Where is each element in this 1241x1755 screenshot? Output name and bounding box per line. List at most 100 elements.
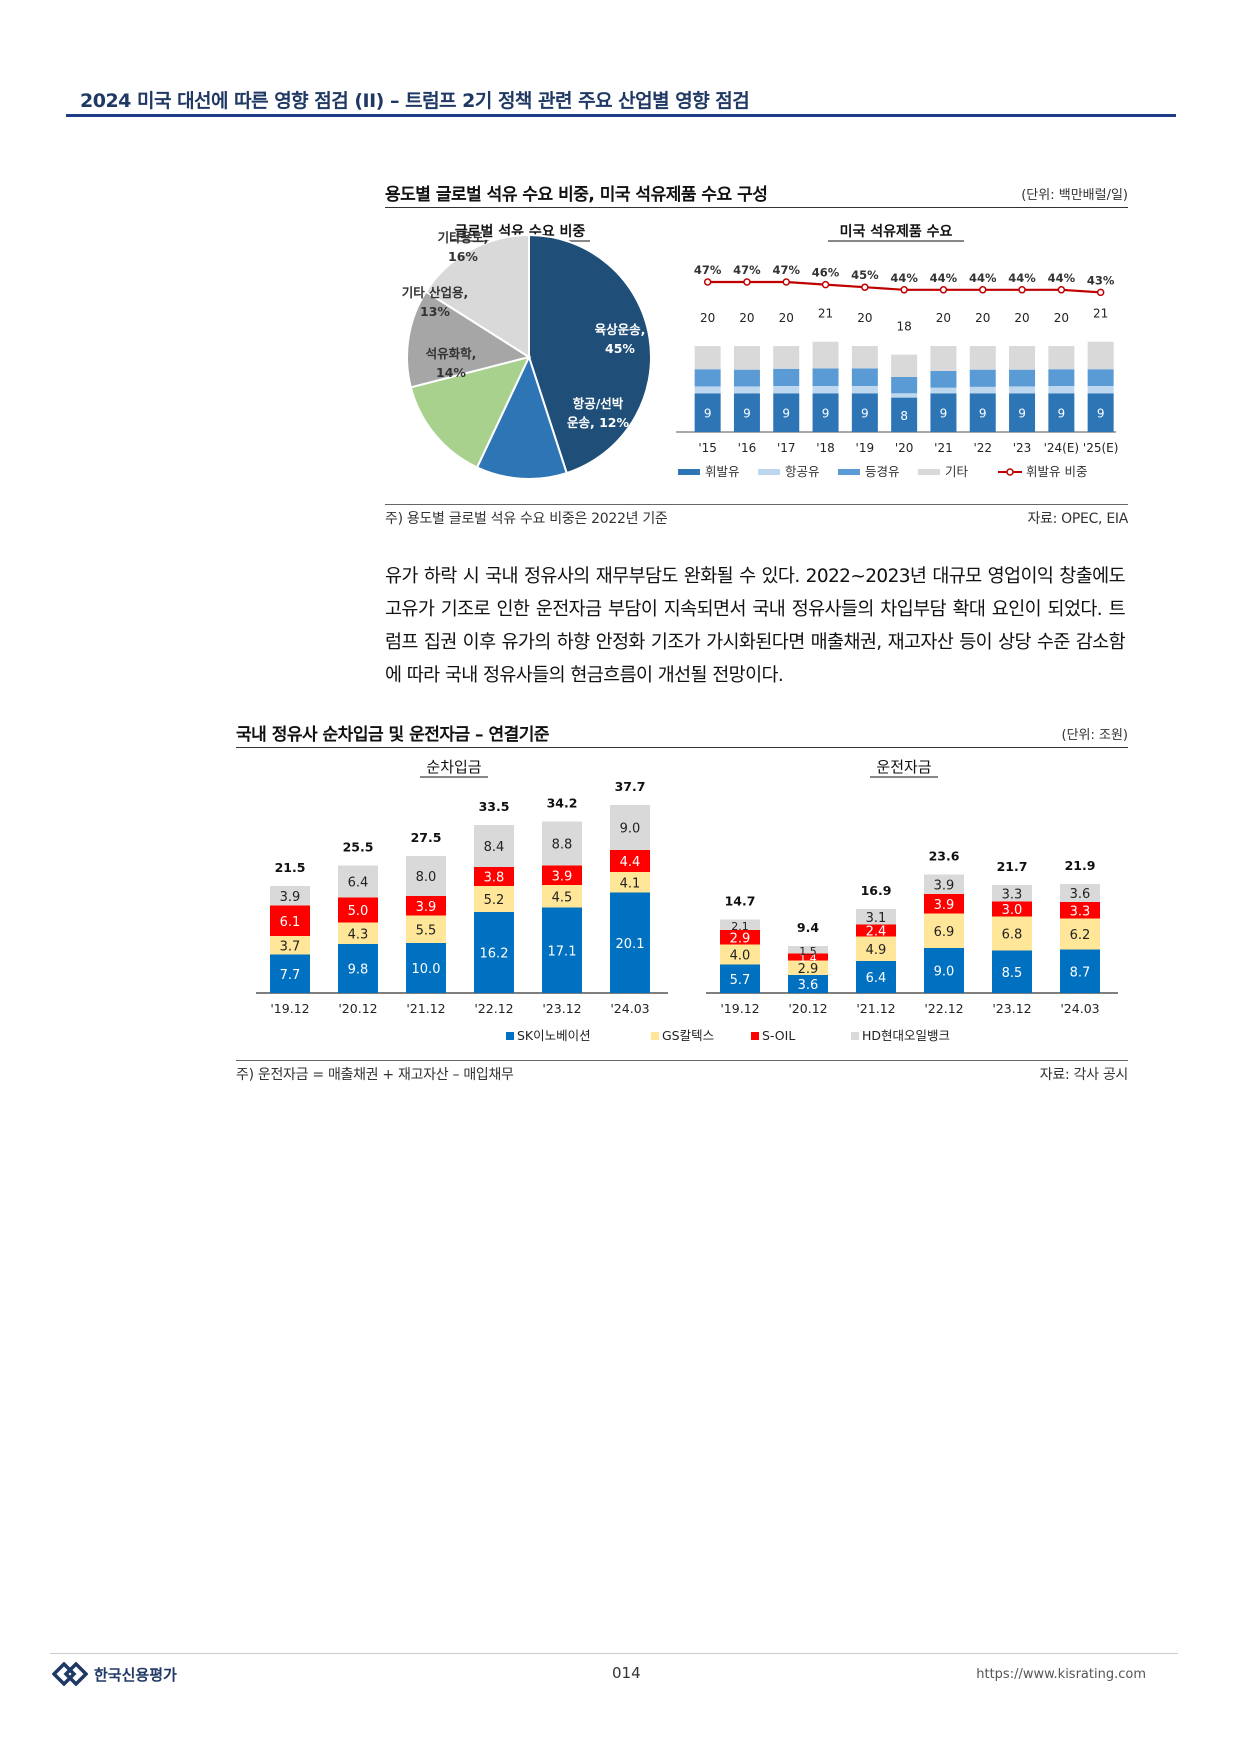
pie-slice xyxy=(406,290,532,389)
us-total-label: 20 xyxy=(1014,311,1029,325)
kr-bar-segment xyxy=(542,865,582,885)
kr-bar-segment xyxy=(720,930,760,945)
us-legend-label: 항공유 xyxy=(785,464,820,479)
us-total-label: 21 xyxy=(1093,307,1108,321)
kr-bar-segment xyxy=(406,896,446,916)
kr-legend-swatch xyxy=(851,1032,859,1040)
kr-bar-segment xyxy=(406,943,446,993)
pie-pct-label: 45% xyxy=(605,341,635,356)
us-ratio-point xyxy=(743,278,751,286)
kr-bar-segment xyxy=(338,922,378,944)
us-ratio-label: 43% xyxy=(1087,273,1115,287)
header-title: 2024 미국 대선에 따른 영향 점검 (II) – 트럼프 2기 정책 관련… xyxy=(80,90,750,112)
kr-segment-label: 17.1 xyxy=(548,944,577,959)
us-ratio-label: 47% xyxy=(694,263,722,277)
us-bar-segment xyxy=(1009,369,1036,387)
body-paragraph: 유가 하락 시 국내 정유사의 재무부담도 완화될 수 있다. 2022~202… xyxy=(385,566,1126,686)
kr-legend-label: SK이노베이션 xyxy=(517,1028,591,1043)
kr-bar-segment xyxy=(992,950,1032,993)
us-category-label: '16 xyxy=(738,441,757,455)
korea-refiners-chart: 순차입금 7.7 3.7 6.1 3.9 21.5 '19.12 9.8 4.3 5.0 6.4 25… xyxy=(256,758,1118,1043)
kr-bar-segment xyxy=(992,901,1032,917)
us-bar-segment xyxy=(733,369,760,387)
kr-segment-label: 3.3 xyxy=(1002,887,1023,902)
kr-segment-label: 5.2 xyxy=(484,893,505,908)
kr-segment-label: 5.0 xyxy=(348,904,369,919)
us-ratio-label: 44% xyxy=(1008,271,1036,285)
kr-bar-segment xyxy=(610,805,650,850)
kr-segment-label: 6.9 xyxy=(934,925,955,940)
section1-top-rule xyxy=(385,207,1128,208)
kr-segment-label: 2.9 xyxy=(730,931,751,946)
us-ratio-label: 44% xyxy=(1048,271,1076,285)
kr-category-label: '23.12 xyxy=(992,1001,1031,1016)
kr-segment-label: 9.0 xyxy=(934,965,955,980)
kr-legend-label: HD현대오일뱅크 xyxy=(862,1028,950,1043)
kr-segment-label: 16.2 xyxy=(480,947,509,962)
kis-logo-icon xyxy=(52,1662,88,1686)
kr-legend-swatch xyxy=(651,1032,659,1040)
us-bar-segment xyxy=(733,386,760,394)
footer-rule xyxy=(50,1653,1178,1654)
kr-segment-label: 9.8 xyxy=(348,963,369,978)
kr-bar-segment xyxy=(542,821,582,866)
kr-segment-label: 4.3 xyxy=(348,927,369,942)
pie-slice xyxy=(475,354,568,480)
us-gasoline-label: 9 xyxy=(822,407,830,421)
us-ratio-point xyxy=(979,286,987,294)
pie-label: 육상운송, xyxy=(595,322,646,337)
kr-segment-label: 3.9 xyxy=(934,878,955,893)
us-bar-segment xyxy=(773,368,800,386)
us-bar-segment xyxy=(1009,393,1036,432)
kr-category-label: '20.12 xyxy=(338,1001,377,1016)
kr-segment-label: 2.4 xyxy=(866,925,887,940)
us-gasoline-label: 8 xyxy=(900,409,908,423)
kr-bar-segment xyxy=(270,954,310,993)
pie-slice xyxy=(424,233,530,359)
kr-total-label: 23.6 xyxy=(929,849,960,864)
us-bar-segment xyxy=(891,354,918,377)
kr-segment-label: 8.4 xyxy=(484,840,505,855)
us-legend-swatch xyxy=(758,469,780,475)
us-ratio-label: 46% xyxy=(812,266,840,280)
us-ratio-label: 45% xyxy=(851,268,879,282)
kr-segment-label: 6.4 xyxy=(866,971,887,986)
kr-bar-segment xyxy=(338,865,378,898)
pie-slice xyxy=(528,233,652,475)
kr-bar-segment xyxy=(610,892,650,993)
kr-bar-segment xyxy=(720,964,760,993)
kr-bar-segment xyxy=(1060,918,1100,950)
us-legend-swatch xyxy=(838,469,860,475)
kr-bar-segment xyxy=(270,886,310,906)
us-ratio-point xyxy=(1018,286,1026,294)
kr-bar-segment xyxy=(338,897,378,923)
us-total-label: 20 xyxy=(857,311,872,325)
kr-bar-segment xyxy=(924,948,964,993)
us-bar-segment xyxy=(694,346,721,370)
kr-category-label: '24.03 xyxy=(610,1001,649,1016)
kr-segment-label: 8.0 xyxy=(416,870,437,885)
footer-url[interactable]: https://www.kisrating.com xyxy=(976,1667,1146,1682)
us-bar-segment xyxy=(694,386,721,394)
us-bar-segment xyxy=(1048,346,1075,370)
section2-source: 자료: 각사 공시 xyxy=(1039,1067,1129,1083)
kr-segment-label: 3.9 xyxy=(552,869,573,884)
us-bar-segment xyxy=(1048,393,1075,432)
us-bar-segment xyxy=(1087,341,1114,370)
section2-title: 국내 정유사 순차입금 및 운전자금 – 연결기준 xyxy=(236,725,550,745)
kr-bar-segment xyxy=(474,912,514,993)
us-total-label: 20 xyxy=(1054,311,1069,325)
kr-segment-label: 3.3 xyxy=(1070,904,1091,919)
kr-segment-label: 10.0 xyxy=(412,962,441,977)
kr-total-label: 25.5 xyxy=(343,840,374,855)
kr-segment-label: 3.6 xyxy=(1070,887,1091,902)
us-total-label: 20 xyxy=(975,311,990,325)
kr-bar-segment xyxy=(788,960,828,975)
section1-title: 용도별 글로벌 석유 수요 비중, 미국 석유제품 수요 구성 xyxy=(385,185,768,205)
us-bar-segment xyxy=(930,370,957,388)
us-category-label: '19 xyxy=(856,441,875,455)
kr-bar-segment xyxy=(856,936,896,961)
us-legend-swatch xyxy=(678,469,700,475)
us-bar-segment xyxy=(851,346,878,369)
pie-label: 석유화학, xyxy=(426,346,477,361)
